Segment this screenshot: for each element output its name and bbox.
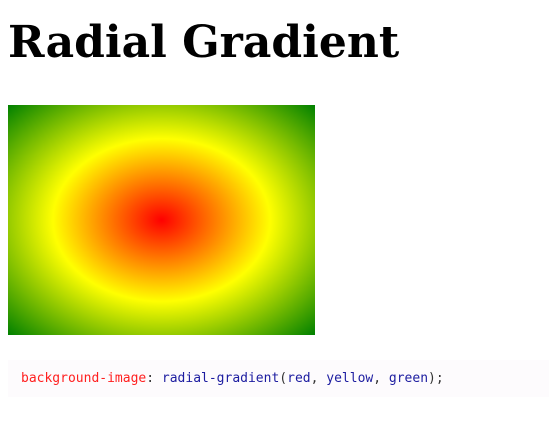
css-open-paren: ( (279, 371, 287, 386)
css-function: radial-gradient (162, 371, 279, 386)
css-comma: , (311, 371, 319, 386)
css-colon: : (146, 371, 154, 386)
css-property: background-image (21, 371, 146, 386)
css-arg-green: green (389, 371, 428, 386)
css-close-paren: ); (428, 371, 444, 386)
css-arg-yellow: yellow (326, 371, 373, 386)
css-comma: , (373, 371, 381, 386)
page-title: Radial Gradient (8, 15, 399, 71)
css-arg-red: red (287, 371, 310, 386)
radial-gradient-demo (8, 105, 315, 335)
css-code-example: background-image: radial-gradient(red, y… (8, 360, 549, 397)
